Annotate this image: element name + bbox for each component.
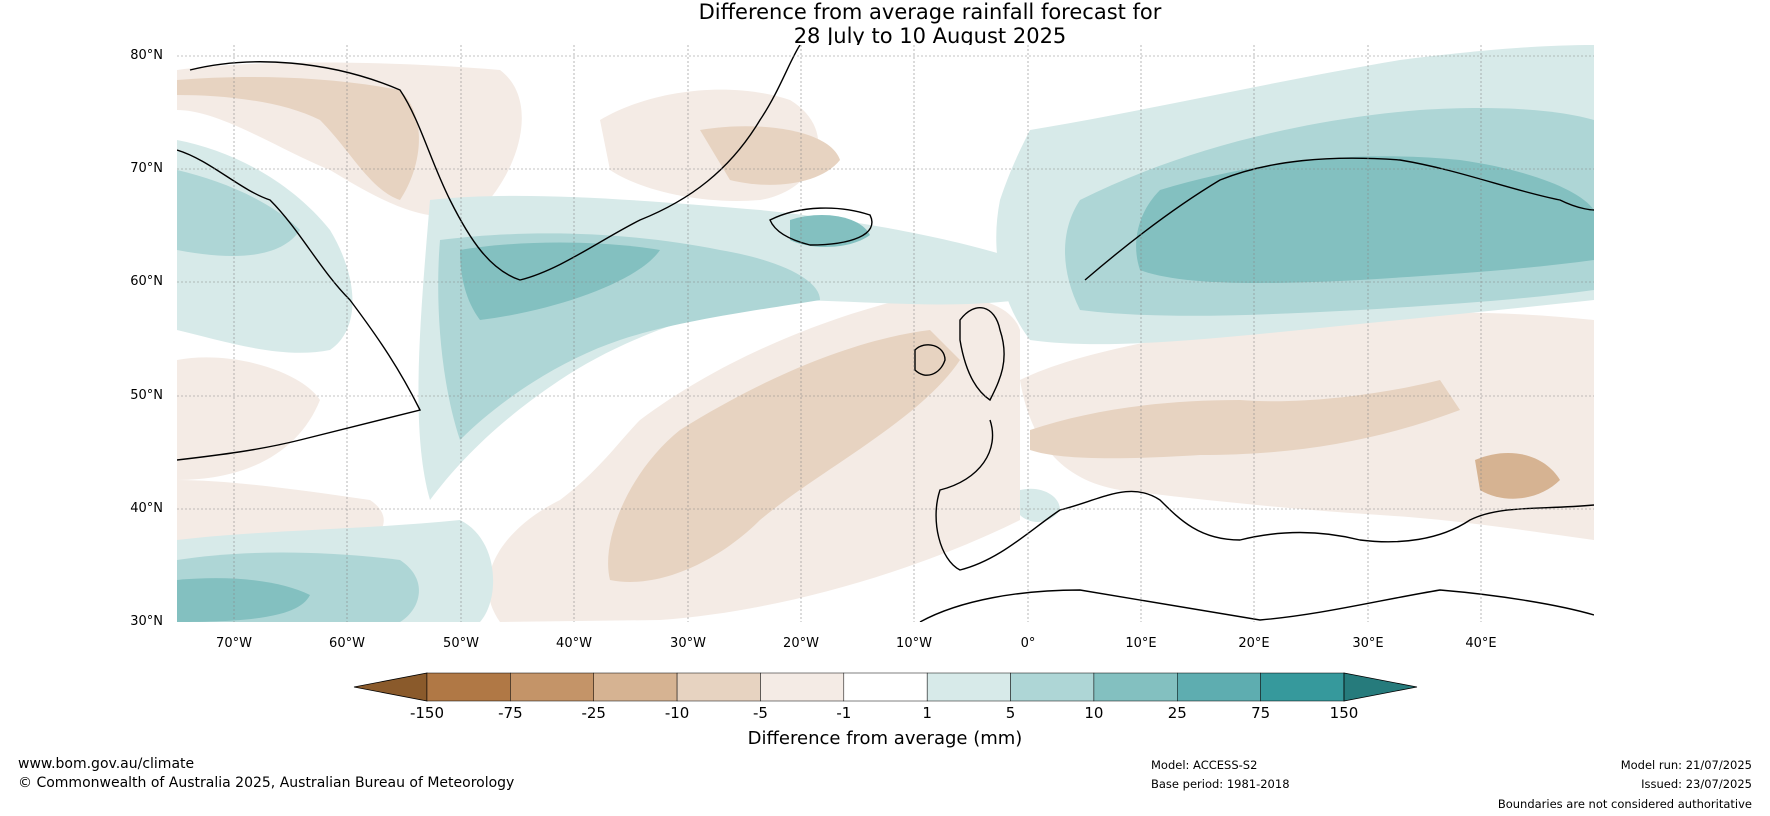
lon-label-20w: 20°W [783, 636, 819, 651]
title-line-1: Difference from average rainfall forecas… [698, 0, 1162, 24]
colorbar-extend-low [353, 672, 428, 702]
lon-label-40e: 40°E [1465, 636, 1497, 651]
africa-coast [919, 589, 1594, 622]
colorbar-tick-label: 10 [1084, 704, 1104, 722]
lon-label-30w: 30°W [670, 636, 706, 651]
copyright-text: © Commonwealth of Australia 2025, Austra… [18, 775, 515, 791]
wet-region-atlantic-deep [460, 242, 660, 320]
colorbar-segment [593, 672, 678, 702]
britain-coast [959, 307, 1005, 402]
wet-region-hudson [177, 170, 300, 256]
colorbar-segment [926, 672, 1011, 702]
title-line-2: 28 July to 10 August 2025 [793, 24, 1067, 48]
iceland-coast [769, 207, 873, 246]
colorbar-tick-label: 150 [1329, 704, 1359, 722]
wet-region-scandinavia-core [1136, 156, 1594, 283]
lon-label-10w: 10°W [896, 636, 932, 651]
colorbar-tick-label: -5 [752, 704, 768, 722]
wet-region-iceland [790, 215, 870, 247]
scandinavia-coast [1084, 157, 1594, 281]
greenland-coast [189, 45, 801, 281]
lon-label-50w: 50°W [443, 636, 479, 651]
lat-label-50n: 50°N [130, 388, 163, 403]
lon-label-60w: 60°W [329, 636, 365, 651]
lon-label-40w: 40°W [556, 636, 592, 651]
colorbar-segment [1010, 672, 1095, 702]
dry-region-newfoundland [177, 357, 320, 480]
dry-region-caucasus [1475, 452, 1560, 499]
lat-label-30n: 30°N [130, 614, 163, 629]
website-link[interactable]: www.bom.gov.au/climate [18, 756, 195, 772]
canada-coast [177, 149, 422, 461]
colorbar-tick-label: -1 [836, 704, 852, 722]
graticule [177, 45, 1594, 622]
lon-label-30e: 30°E [1352, 636, 1384, 651]
colorbar-tick-label: 75 [1251, 704, 1271, 722]
colorbar-tick-label: -25 [581, 704, 606, 722]
lat-label-40n: 40°N [130, 501, 163, 516]
model-run-text: Model run: 21/07/2025 [1620, 758, 1752, 772]
lon-label-20e: 20°E [1238, 636, 1270, 651]
colorbar-tick-label: 1 [922, 704, 932, 722]
lon-label-70w: 70°W [216, 636, 252, 651]
dry-region-greenland-west-core [177, 77, 419, 200]
model-text: Model: ACCESS-S2 [1151, 758, 1258, 772]
ireland-coast [914, 344, 946, 376]
colorbar-extend-high [1343, 672, 1418, 702]
dry-region-north-atlantic-core [608, 330, 960, 582]
colorbar-segment [1177, 672, 1261, 702]
colorbar-tick-label: -75 [498, 704, 523, 722]
lon-label-0: 0° [1020, 636, 1036, 651]
wetter-regions [177, 45, 1594, 622]
colorbar [353, 672, 1418, 702]
base-period-text: Base period: 1981-2018 [1151, 777, 1290, 791]
lon-label-10e: 10°E [1125, 636, 1157, 651]
colorbar-segment [1093, 672, 1178, 702]
colorbar-tick-label: -10 [664, 704, 690, 722]
drier-regions [177, 62, 1594, 622]
colorbar-segment [1260, 672, 1345, 702]
colorbar-title: Difference from average (mm) [747, 728, 1023, 749]
dry-region-europe-core [1030, 380, 1460, 459]
disclaimer-text: Boundaries are not considered authoritat… [1497, 797, 1752, 811]
colorbar-segment [760, 672, 845, 702]
colorbar-segment [676, 672, 761, 702]
colorbar-segment [510, 672, 594, 702]
map-area [177, 45, 1594, 622]
land-outlines [177, 45, 1594, 622]
colorbar-segment [426, 672, 511, 702]
lat-label-70n: 70°N [130, 161, 163, 176]
dry-region-greenland-east-core [700, 126, 840, 185]
colorbar-segment [843, 672, 928, 702]
europe-coast [935, 419, 1594, 571]
lat-label-80n: 80°N [130, 48, 163, 63]
lat-label-60n: 60°N [130, 274, 163, 289]
issued-text: Issued: 23/07/2025 [1641, 777, 1752, 791]
colorbar-tick-label: -150 [409, 704, 445, 722]
chart-title: Difference from average rainfall forecas… [0, 0, 1770, 48]
wet-region-mediterranean [1020, 488, 1060, 522]
wet-region-southwest-deep [177, 578, 310, 622]
colorbar-tick-label: 5 [1005, 704, 1016, 722]
colorbar-tick-label: 25 [1167, 704, 1187, 722]
